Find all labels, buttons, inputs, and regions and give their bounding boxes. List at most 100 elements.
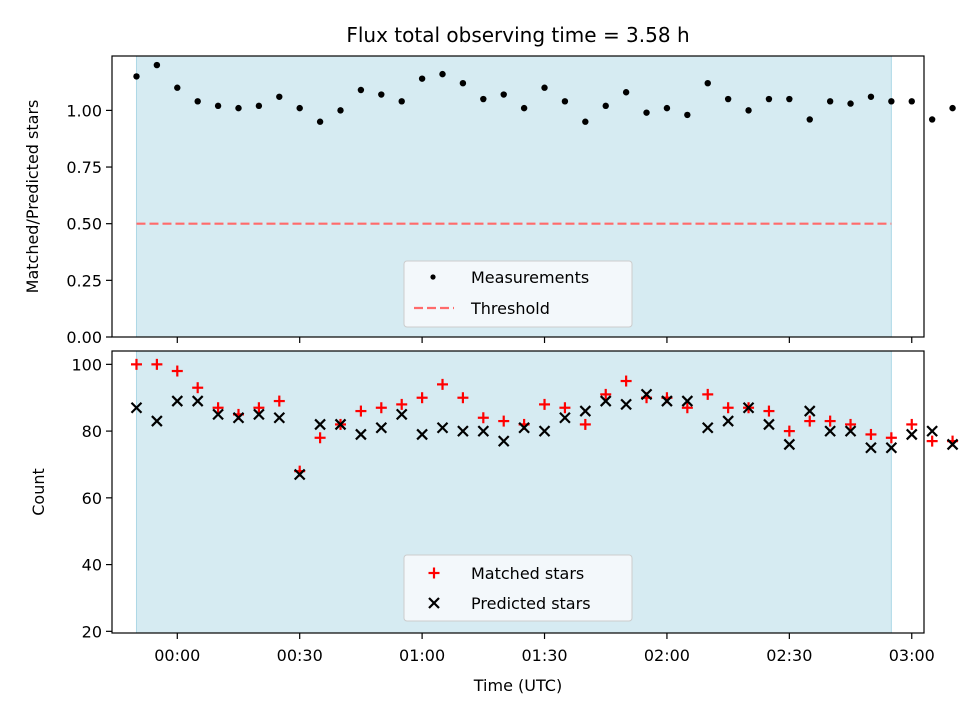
bottom-legend: Matched stars Predicted stars [403, 554, 633, 622]
predicted-star-point-b [559, 411, 571, 424]
measurement-point [786, 95, 793, 103]
top-axes-frame [111, 55, 925, 338]
x-tick-label: 02:00 [644, 646, 690, 665]
measurement-point [133, 73, 140, 80]
predicted-star-point-b [865, 442, 877, 454]
bottom-axes-frame [111, 350, 925, 634]
predicted-star-point [538, 425, 551, 437]
predicted-star-point-b [803, 405, 816, 417]
predicted-star-point-b [742, 401, 755, 414]
matched-star-point [804, 415, 816, 427]
measurement-point [153, 61, 161, 69]
measurement-point [582, 118, 589, 125]
predicted-star-point-b [191, 395, 204, 407]
legend-threshold-label: Threshold [470, 299, 550, 318]
predicted-star-point-b [885, 442, 898, 454]
matched-star-point [253, 402, 265, 414]
y-tick-label: 0.25 [66, 271, 102, 290]
predicted-star-point [497, 435, 510, 447]
matched-star-point [416, 392, 428, 404]
predicted-star-point [905, 428, 918, 441]
predicted-star-point [722, 415, 734, 427]
predicted-star-point-b [824, 425, 836, 437]
measurement-point [235, 104, 242, 112]
measurement-point [867, 93, 875, 100]
predicted-star-point-b [253, 408, 265, 421]
predicted-star-point-b [457, 425, 469, 437]
legend-predicted-marker [428, 597, 440, 609]
top-legend-box [403, 260, 633, 328]
matched-star-point [845, 418, 857, 430]
matched-star-point [457, 392, 469, 404]
measurement-point [561, 98, 569, 105]
predicted-star-point-b [497, 435, 510, 447]
predicted-star-point-b [355, 428, 367, 441]
matched-star-point [926, 435, 938, 447]
measurement-point [684, 111, 691, 119]
y-tick-label: 20 [82, 622, 102, 641]
predicted-stars-points [130, 388, 959, 481]
y-tick-label: 60 [82, 489, 102, 508]
predicted-star-point [314, 418, 326, 431]
predicted-star-point-b [518, 421, 530, 434]
predicted-star-point-b [763, 418, 775, 431]
matched-star-point [722, 402, 734, 414]
legend-measurements-marker [430, 274, 436, 280]
measurement-point [378, 91, 385, 98]
measurement-point [500, 91, 507, 98]
x-tick-label: 03:00 [889, 646, 935, 665]
predicted-star-point-b [477, 425, 490, 437]
matched-star-point [437, 378, 449, 390]
measurement-point [214, 102, 222, 110]
predicted-star-point-b [926, 425, 938, 437]
predicted-star-point [253, 408, 265, 421]
predicted-star-point-b [538, 425, 551, 437]
measurement-point [765, 95, 773, 103]
measurement-point [276, 93, 283, 100]
predicted-star-point-b [416, 428, 428, 441]
matched-star-point [865, 428, 877, 440]
predicted-star-point [763, 418, 775, 431]
predicted-star-point-b [293, 468, 306, 481]
measurement-point [806, 116, 813, 123]
measurement-point [194, 98, 201, 105]
predicted-star-point-b [273, 411, 286, 424]
predicted-star-point [518, 421, 530, 434]
bottom-y-ticks: 20 40 60 80 100 [71, 355, 112, 641]
predicted-star-point [803, 405, 816, 417]
legend-predicted-label: Predicted stars [471, 594, 591, 613]
measurement-point [357, 86, 365, 94]
bottom-legend-box [403, 554, 633, 622]
predicted-star-point [191, 395, 204, 407]
y-tick-label: 1.00 [66, 101, 102, 120]
matched-star-point [620, 375, 632, 387]
measurement-point [480, 95, 487, 103]
top-y-axis-label: Matched/Predicted stars [23, 100, 42, 294]
predicted-star-point [824, 425, 836, 437]
predicted-star-point [926, 425, 938, 437]
predicted-star-point [701, 421, 714, 434]
predicted-star-point-b [395, 408, 408, 421]
matched-star-point [130, 358, 142, 370]
matched-star-point [763, 405, 775, 417]
predicted-star-point [395, 408, 408, 421]
matched-star-point [681, 402, 693, 414]
measurement-point [337, 107, 344, 114]
predicted-star-point [661, 395, 673, 407]
predicted-star-point [477, 425, 490, 437]
predicted-star-point-b [701, 421, 714, 434]
predicted-star-point-b [640, 388, 653, 401]
predicted-star-point [457, 425, 469, 437]
measurement-point [847, 100, 854, 107]
predicted-star-point-b [722, 415, 734, 427]
matched-star-point [885, 432, 897, 444]
matched-star-point [192, 382, 204, 394]
predicted-star-point-b [579, 405, 592, 417]
predicted-star-point [232, 411, 245, 424]
legend-matched-label: Matched stars [471, 564, 584, 583]
predicted-star-point-b [783, 438, 796, 451]
measurement-point [316, 118, 324, 125]
measurement-point [888, 98, 895, 105]
predicted-star-point [171, 395, 184, 407]
